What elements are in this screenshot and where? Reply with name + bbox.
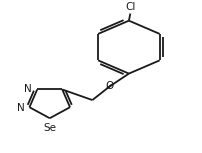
Text: N: N (24, 84, 32, 94)
Text: O: O (105, 81, 113, 91)
Text: Se: Se (43, 123, 56, 133)
Text: N: N (17, 103, 24, 113)
Text: Cl: Cl (125, 2, 136, 12)
